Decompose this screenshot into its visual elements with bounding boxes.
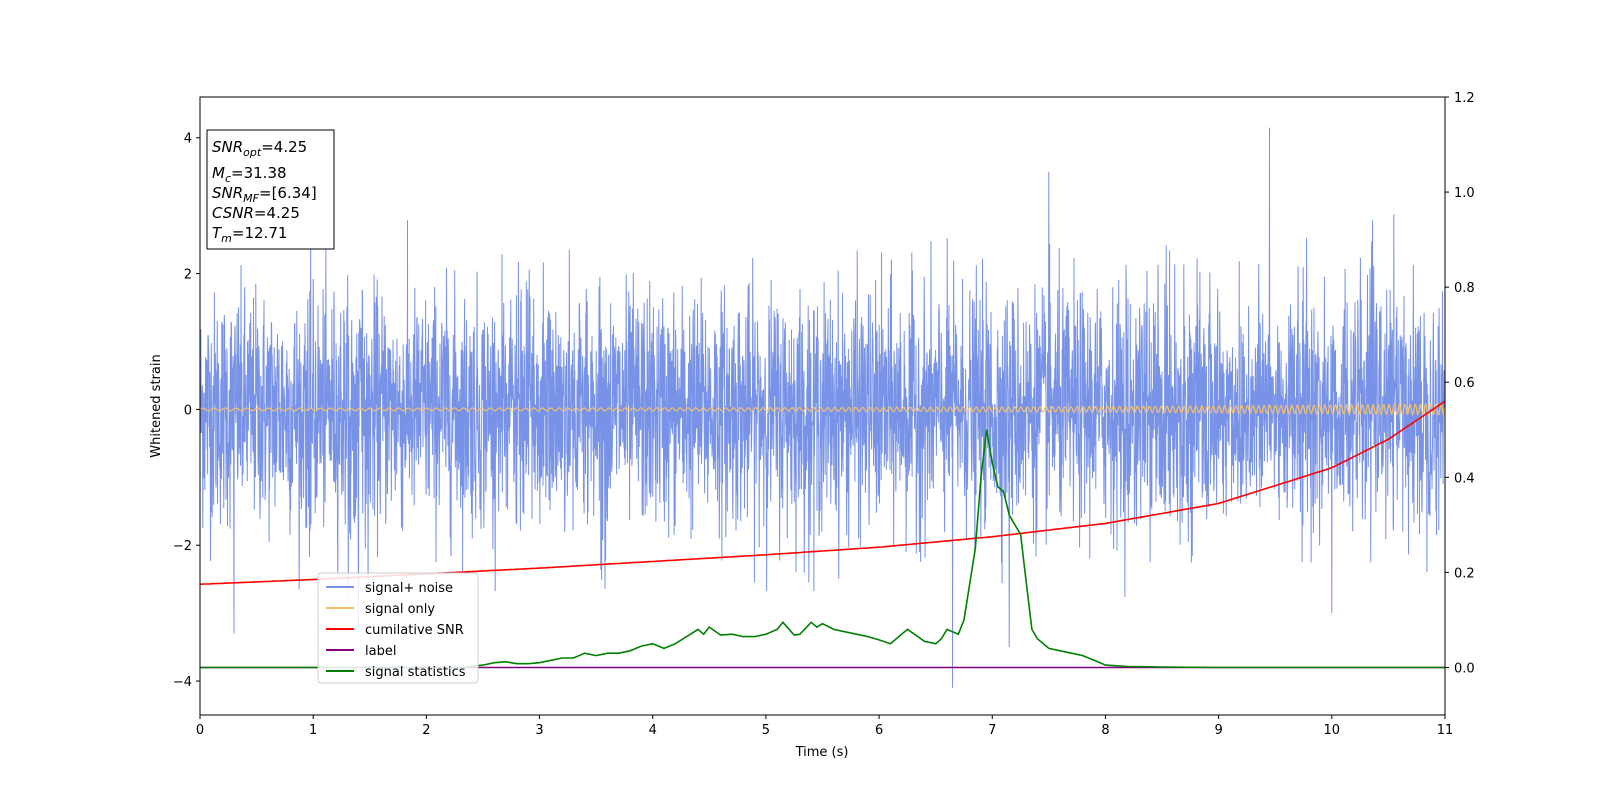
y-axis-label: Whitened strain (149, 354, 164, 457)
x-tick-label: 7 (988, 723, 996, 738)
signal-noise-series (200, 127, 1445, 688)
y-right-tick-label: 1.2 (1454, 91, 1475, 106)
chart-legend: signal+ noise signal only cumilative SNR la… (317, 572, 479, 684)
x-tick-label: 11 (1437, 723, 1454, 738)
legend-label: label (365, 644, 396, 659)
x-tick-label: 9 (1214, 723, 1222, 738)
x-tick-label: 5 (762, 723, 770, 738)
x-tick-label: 3 (535, 723, 543, 738)
x-tick-label: 4 (649, 723, 657, 738)
y-axis-left: −4 −2 0 2 4 (173, 132, 200, 690)
y-axis-right: 0.0 0.2 0.4 0.6 0.8 1.0 1.2 (1445, 91, 1475, 676)
signal-only-series (200, 402, 1445, 417)
tm-annotation: Tm=12.71 (212, 224, 287, 245)
series-line-signal-only (200, 402, 1445, 417)
mc-annotation: Mc=31.38 (212, 164, 287, 185)
x-tick-label: 2 (422, 723, 430, 738)
x-tick-label: 10 (1324, 723, 1341, 738)
y-left-tick-label: 0 (184, 403, 192, 418)
series-line-signal-noise (200, 127, 1445, 688)
y-left-tick-label: −4 (173, 675, 192, 690)
y-left-tick-label: 4 (184, 132, 192, 147)
x-tick-label: 6 (875, 723, 883, 738)
csnr-annotation: CSNR=4.25 (212, 204, 300, 222)
legend-label: signal statistics (365, 665, 466, 680)
y-left-tick-label: −2 (173, 539, 192, 554)
y-right-tick-label: 0.6 (1454, 376, 1475, 391)
legend-label: signal only (365, 602, 435, 617)
snr-opt-annotation: SNRopt=4.25 (212, 138, 307, 159)
y-right-tick-label: 0.8 (1454, 281, 1475, 296)
x-axis: 0 1 2 3 4 5 6 7 8 9 10 11 (196, 715, 1453, 738)
x-tick-label: 1 (309, 723, 317, 738)
y-left-tick-label: 2 (184, 268, 192, 283)
x-tick-label: 8 (1101, 723, 1109, 738)
y-right-tick-label: 0.4 (1454, 471, 1475, 486)
y-right-tick-label: 1.0 (1454, 186, 1475, 201)
legend-label: cumilative SNR (365, 623, 464, 638)
y-right-tick-label: 0.2 (1454, 566, 1475, 581)
snr-mf-annotation: SNRMF=[6.34] (212, 184, 317, 205)
series-line-signal-statistics (200, 429, 1445, 669)
stats-annotation-box: SNRopt=4.25 Mc=31.38 SNRMF=[6.34] CSNR=4… (206, 129, 335, 250)
y-right-tick-label: 0.0 (1454, 661, 1475, 676)
plot-frame (199, 96, 1446, 716)
legend-label: signal+ noise (365, 581, 453, 596)
x-axis-label: Time (s) (795, 745, 849, 760)
x-tick-label: 0 (196, 723, 204, 738)
